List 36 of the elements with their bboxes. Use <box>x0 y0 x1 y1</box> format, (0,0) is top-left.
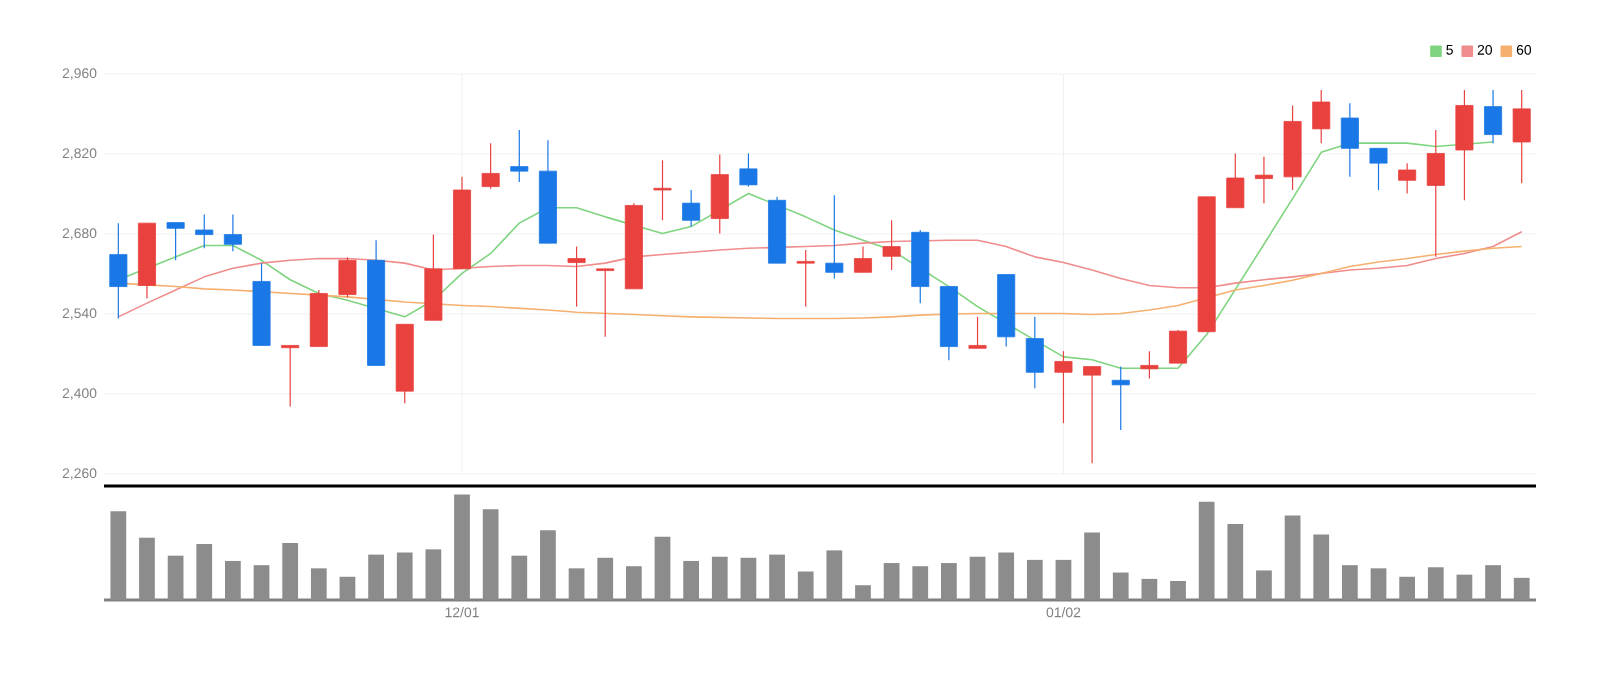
candlestick <box>1054 350 1073 424</box>
candlestick <box>796 249 815 308</box>
line-series <box>117 230 1523 318</box>
candlestick <box>109 222 128 320</box>
candlestick <box>1083 365 1102 464</box>
candlestick <box>567 245 586 308</box>
candlestick <box>1398 162 1417 195</box>
candlestick <box>1226 152 1245 209</box>
candlestick <box>1025 316 1044 389</box>
candlestick <box>682 189 701 228</box>
candlestick <box>195 213 214 249</box>
candlestick <box>338 256 357 299</box>
candlestick <box>596 268 615 338</box>
candlestick <box>1340 102 1359 178</box>
candlestick <box>1140 350 1159 380</box>
candlestick <box>825 194 844 280</box>
candlestick <box>1111 365 1130 431</box>
candlestick <box>739 152 758 188</box>
candlestick <box>1484 89 1503 144</box>
candlestick <box>653 159 672 221</box>
candlestick <box>1254 156 1273 204</box>
candlestick <box>223 213 242 252</box>
candlestick <box>1312 89 1331 144</box>
candlestick <box>481 142 500 190</box>
candlestick <box>166 221 185 261</box>
candlestick <box>1369 147 1388 191</box>
candlestick <box>281 344 300 408</box>
candlestick <box>710 153 729 235</box>
candlestick <box>1455 89 1474 201</box>
candlestick <box>1169 329 1188 364</box>
candlestick <box>968 316 987 349</box>
candlestick <box>510 129 529 183</box>
candlestick <box>1512 89 1531 184</box>
candlestick <box>853 245 872 273</box>
candlestick <box>1426 129 1445 258</box>
candlestick <box>882 219 901 271</box>
